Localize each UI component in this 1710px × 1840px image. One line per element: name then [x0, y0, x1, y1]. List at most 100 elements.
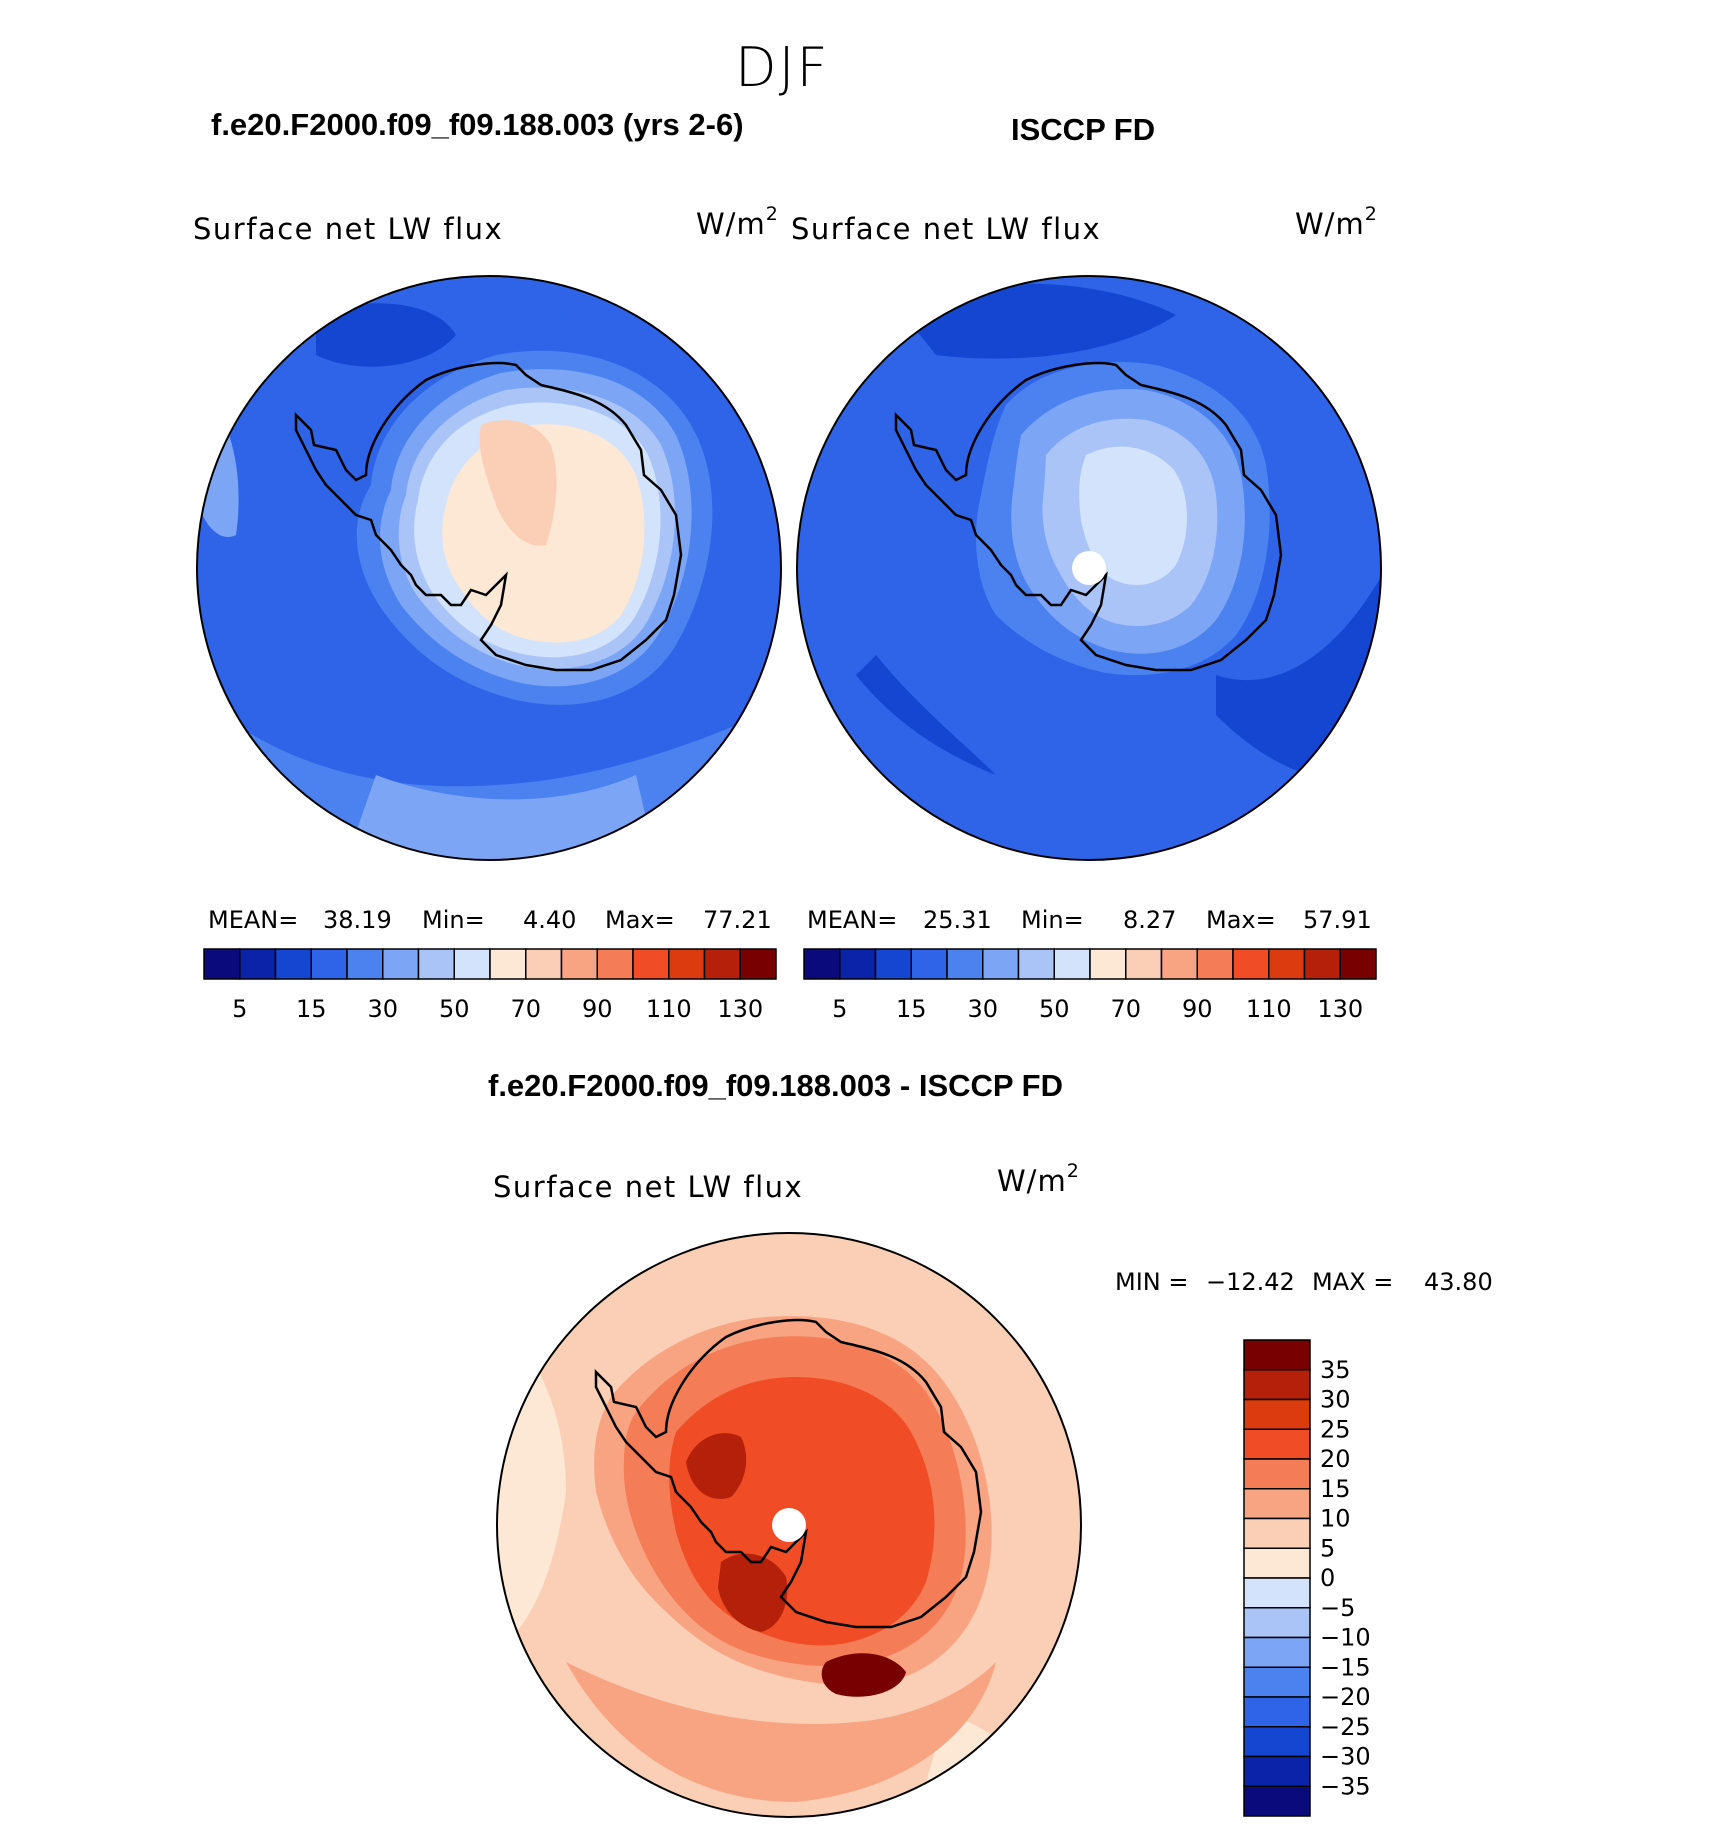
panel1-polar-map	[196, 275, 782, 861]
panel1-colorbar-box-15	[739, 948, 777, 980]
panel1-variable-label: Surface net LW flux	[193, 212, 504, 246]
panel2-case-title: ISCCP FD	[1011, 112, 1156, 147]
panel2-colorbar-box-7	[1053, 948, 1091, 980]
diff-colorbar-tick-9: −10	[1320, 1624, 1371, 1652]
panel1-colorbar-box-5	[382, 948, 420, 980]
panel2-colorbar-tick-0: 5	[832, 995, 847, 1023]
panel1-max-label: Max=	[605, 906, 675, 934]
panel1-units: W/m2	[696, 203, 779, 241]
diff-case-title: f.e20.F2000.f09_f09.188.003 - ISCCP FD	[488, 1068, 1063, 1103]
panel2-colorbar-tick-6: 110	[1246, 995, 1292, 1023]
diff-colorbar-box-11	[1243, 1666, 1311, 1698]
season-title: DJF	[735, 36, 830, 99]
panel2-mean-value: 25.31	[923, 906, 992, 934]
panel2-colorbar-box-2	[874, 948, 912, 980]
panel2-colorbar-box-6	[1017, 948, 1055, 980]
panel2-colorbar-box-3	[910, 948, 948, 980]
panel1-min-value: 4.40	[523, 906, 577, 934]
panel1-colorbar-box-2	[274, 948, 312, 980]
panel2-max-label: Max=	[1206, 906, 1276, 934]
panel2-colorbar-box-15	[1339, 948, 1377, 980]
panel1-colorbar-tick-0: 5	[232, 995, 247, 1023]
panel2-colorbar-tick-4: 70	[1110, 995, 1141, 1023]
panel2-colorbar-box-4	[946, 948, 984, 980]
panel1-colorbar-tick-2: 30	[367, 995, 398, 1023]
diff-colorbar-box-13	[1243, 1726, 1311, 1758]
panel2-colorbar-box-5	[982, 948, 1020, 980]
diff-peak-south	[718, 1553, 788, 1632]
panel1-colorbar-box-9	[525, 948, 563, 980]
panel2-colorbar-box-14	[1303, 948, 1341, 980]
diff-units: W/m2	[997, 1160, 1080, 1198]
panel2-dark-ocean-south	[856, 655, 996, 775]
panel1-colorbar-tick-5: 90	[582, 995, 613, 1023]
panel1-map-border	[196, 275, 782, 861]
panel2-coastline	[894, 361, 1283, 672]
diff-max-label: MAX =	[1312, 1268, 1394, 1296]
panel2-min-label: Min=	[1021, 906, 1084, 934]
panel1-mean-label: MEAN=	[208, 906, 299, 934]
diff-map-border	[496, 1232, 1082, 1818]
panel2-colorbar-tick-2: 30	[967, 995, 998, 1023]
panel2-colorbar-box-13	[1268, 948, 1306, 980]
diff-colorbar-box-4	[1243, 1458, 1311, 1490]
panel1-plateau-core	[479, 420, 557, 546]
diff-peak-west	[686, 1433, 747, 1499]
panel1-colorbar-box-4	[346, 948, 384, 980]
diff-colorbar-box-5	[1243, 1488, 1311, 1520]
diff-colorbar-tick-7: 0	[1320, 1564, 1335, 1592]
panel1-colorbar-box-12	[632, 948, 670, 980]
diff-colorbar-tick-2: 25	[1320, 1415, 1351, 1443]
panel2-colorbar-box-8	[1089, 948, 1127, 980]
panel2-colorbar-box-10	[1160, 948, 1198, 980]
diff-colorbar-tick-4: 15	[1320, 1475, 1351, 1503]
panel1-min-label: Min=	[422, 906, 485, 934]
diff-colorbar-tick-8: −5	[1320, 1594, 1355, 1622]
panel1-mean-value: 38.19	[323, 906, 392, 934]
diff-min-label: MIN =	[1115, 1268, 1189, 1296]
panel2-colorbar-box-12	[1232, 948, 1270, 980]
diff-colorbar-tick-6: 5	[1320, 1534, 1335, 1562]
panel2-polar-map	[796, 275, 1382, 861]
panel1-colorbar: 5 15 30 50 70 90 110 130	[203, 948, 777, 1023]
panel2-colorbar-tick-5: 90	[1182, 995, 1213, 1023]
panel2-colorbar: 5 15 30 50 70 90 110 130	[803, 948, 1377, 1023]
panel2-colorbar-tick-7: 130	[1317, 995, 1363, 1023]
diff-min-value: −12.42	[1206, 1268, 1295, 1296]
panel1-colorbar-box-1	[239, 948, 277, 980]
panel1-colorbar-tick-7: 130	[717, 995, 763, 1023]
diff-colorbar-box-3	[1243, 1428, 1311, 1460]
panel2-mean-label: MEAN=	[807, 906, 898, 934]
panel2-min-value: 8.27	[1123, 906, 1177, 934]
diff-colorbar-tick-12: −25	[1320, 1713, 1371, 1741]
diff-colorbar-tick-5: 10	[1320, 1505, 1351, 1533]
panel2-map-border	[796, 275, 1382, 861]
diff-colorbar-box-7	[1243, 1547, 1311, 1579]
panel2-colorbar-tick-1: 15	[896, 995, 927, 1023]
diff-colorbar-box-8	[1243, 1577, 1311, 1609]
panel2-colorbar-box-11	[1196, 948, 1234, 980]
diff-colorbar-tick-11: −20	[1320, 1683, 1371, 1711]
diff-colorbar-box-9	[1243, 1607, 1311, 1639]
diff-colorbar-box-0	[1243, 1339, 1311, 1371]
panel2-variable-label: Surface net LW flux	[791, 212, 1102, 246]
panel2-units: W/m2	[1295, 203, 1378, 241]
panel1-colorbar-box-6	[417, 948, 455, 980]
diff-colorbar-tick-3: 20	[1320, 1445, 1351, 1473]
panel1-colorbar-tick-4: 70	[510, 995, 541, 1023]
panel2-colorbar-box-9	[1125, 948, 1163, 980]
diff-coastline	[594, 1318, 983, 1629]
panel1-colorbar-box-13	[668, 948, 706, 980]
panel2-max-value: 57.91	[1303, 906, 1372, 934]
diff-colorbar-tick-1: 30	[1320, 1386, 1351, 1414]
diff-colorbar-tick-0: 35	[1320, 1356, 1351, 1384]
panel1-dark-ocean-patch	[316, 303, 456, 367]
panel1-colorbar-box-11	[596, 948, 634, 980]
panel1-case-title: f.e20.F2000.f09_f09.188.003 (yrs 2-6)	[211, 107, 744, 142]
panel2-plateau-core	[1079, 446, 1188, 585]
panel2-colorbar-tick-3: 50	[1039, 995, 1070, 1023]
diff-colorbar-box-12	[1243, 1696, 1311, 1728]
panel1-colorbar-box-10	[560, 948, 598, 980]
panel1-colorbar-box-8	[489, 948, 527, 980]
